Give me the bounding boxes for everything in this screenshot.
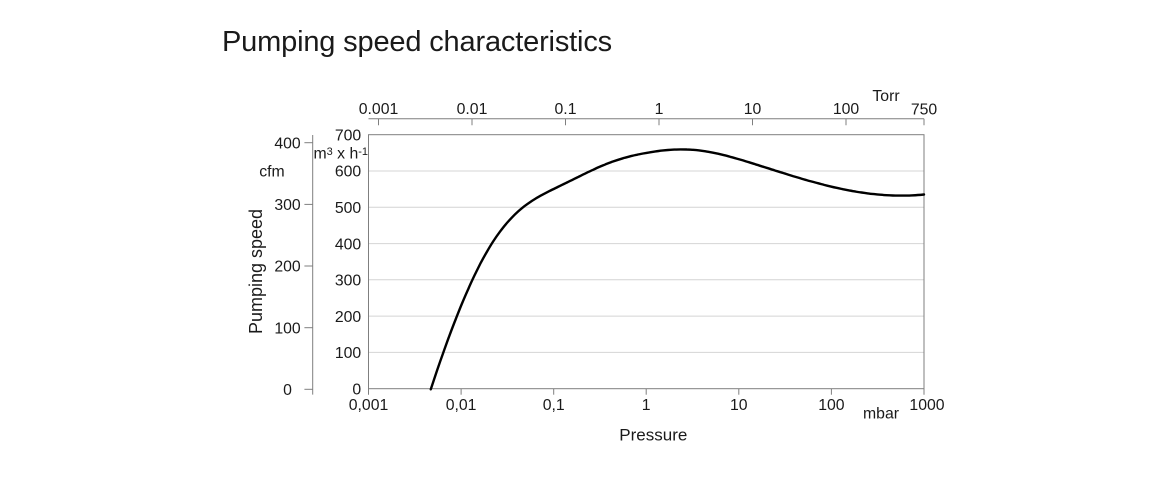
svg-text:100: 100 [335,345,362,362]
svg-text:0.001: 0.001 [359,101,399,118]
svg-text:10: 10 [730,397,748,414]
svg-text:0,001: 0,001 [349,397,389,414]
svg-text:200: 200 [335,309,362,326]
svg-text:10: 10 [744,101,762,118]
svg-text:mbar: mbar [863,406,899,423]
svg-text:600: 600 [335,164,362,181]
svg-text:1: 1 [655,101,664,118]
svg-text:400: 400 [335,236,362,253]
svg-text:0,1: 0,1 [543,397,565,414]
svg-text:0.01: 0.01 [457,101,488,118]
svg-text:300: 300 [335,273,362,290]
svg-text:cfm: cfm [259,164,284,181]
svg-text:0,01: 0,01 [446,397,477,414]
svg-text:Pumping speed: Pumping speed [246,209,266,334]
svg-text:1000: 1000 [909,397,944,414]
svg-text:200: 200 [274,259,301,276]
svg-text:0: 0 [352,381,361,398]
svg-text:Torr: Torr [872,88,899,105]
svg-text:500: 500 [335,200,362,217]
svg-text:0.1: 0.1 [555,101,577,118]
svg-text:0: 0 [283,382,292,399]
svg-text:1: 1 [642,397,651,414]
svg-text:400: 400 [274,135,301,152]
svg-text:100: 100 [818,397,845,414]
svg-text:100: 100 [833,101,860,118]
svg-text:100: 100 [274,320,301,337]
svg-text:300: 300 [274,197,301,214]
svg-text:750: 750 [911,102,938,119]
svg-text:700: 700 [335,127,362,144]
svg-text:Pressure: Pressure [619,426,687,445]
